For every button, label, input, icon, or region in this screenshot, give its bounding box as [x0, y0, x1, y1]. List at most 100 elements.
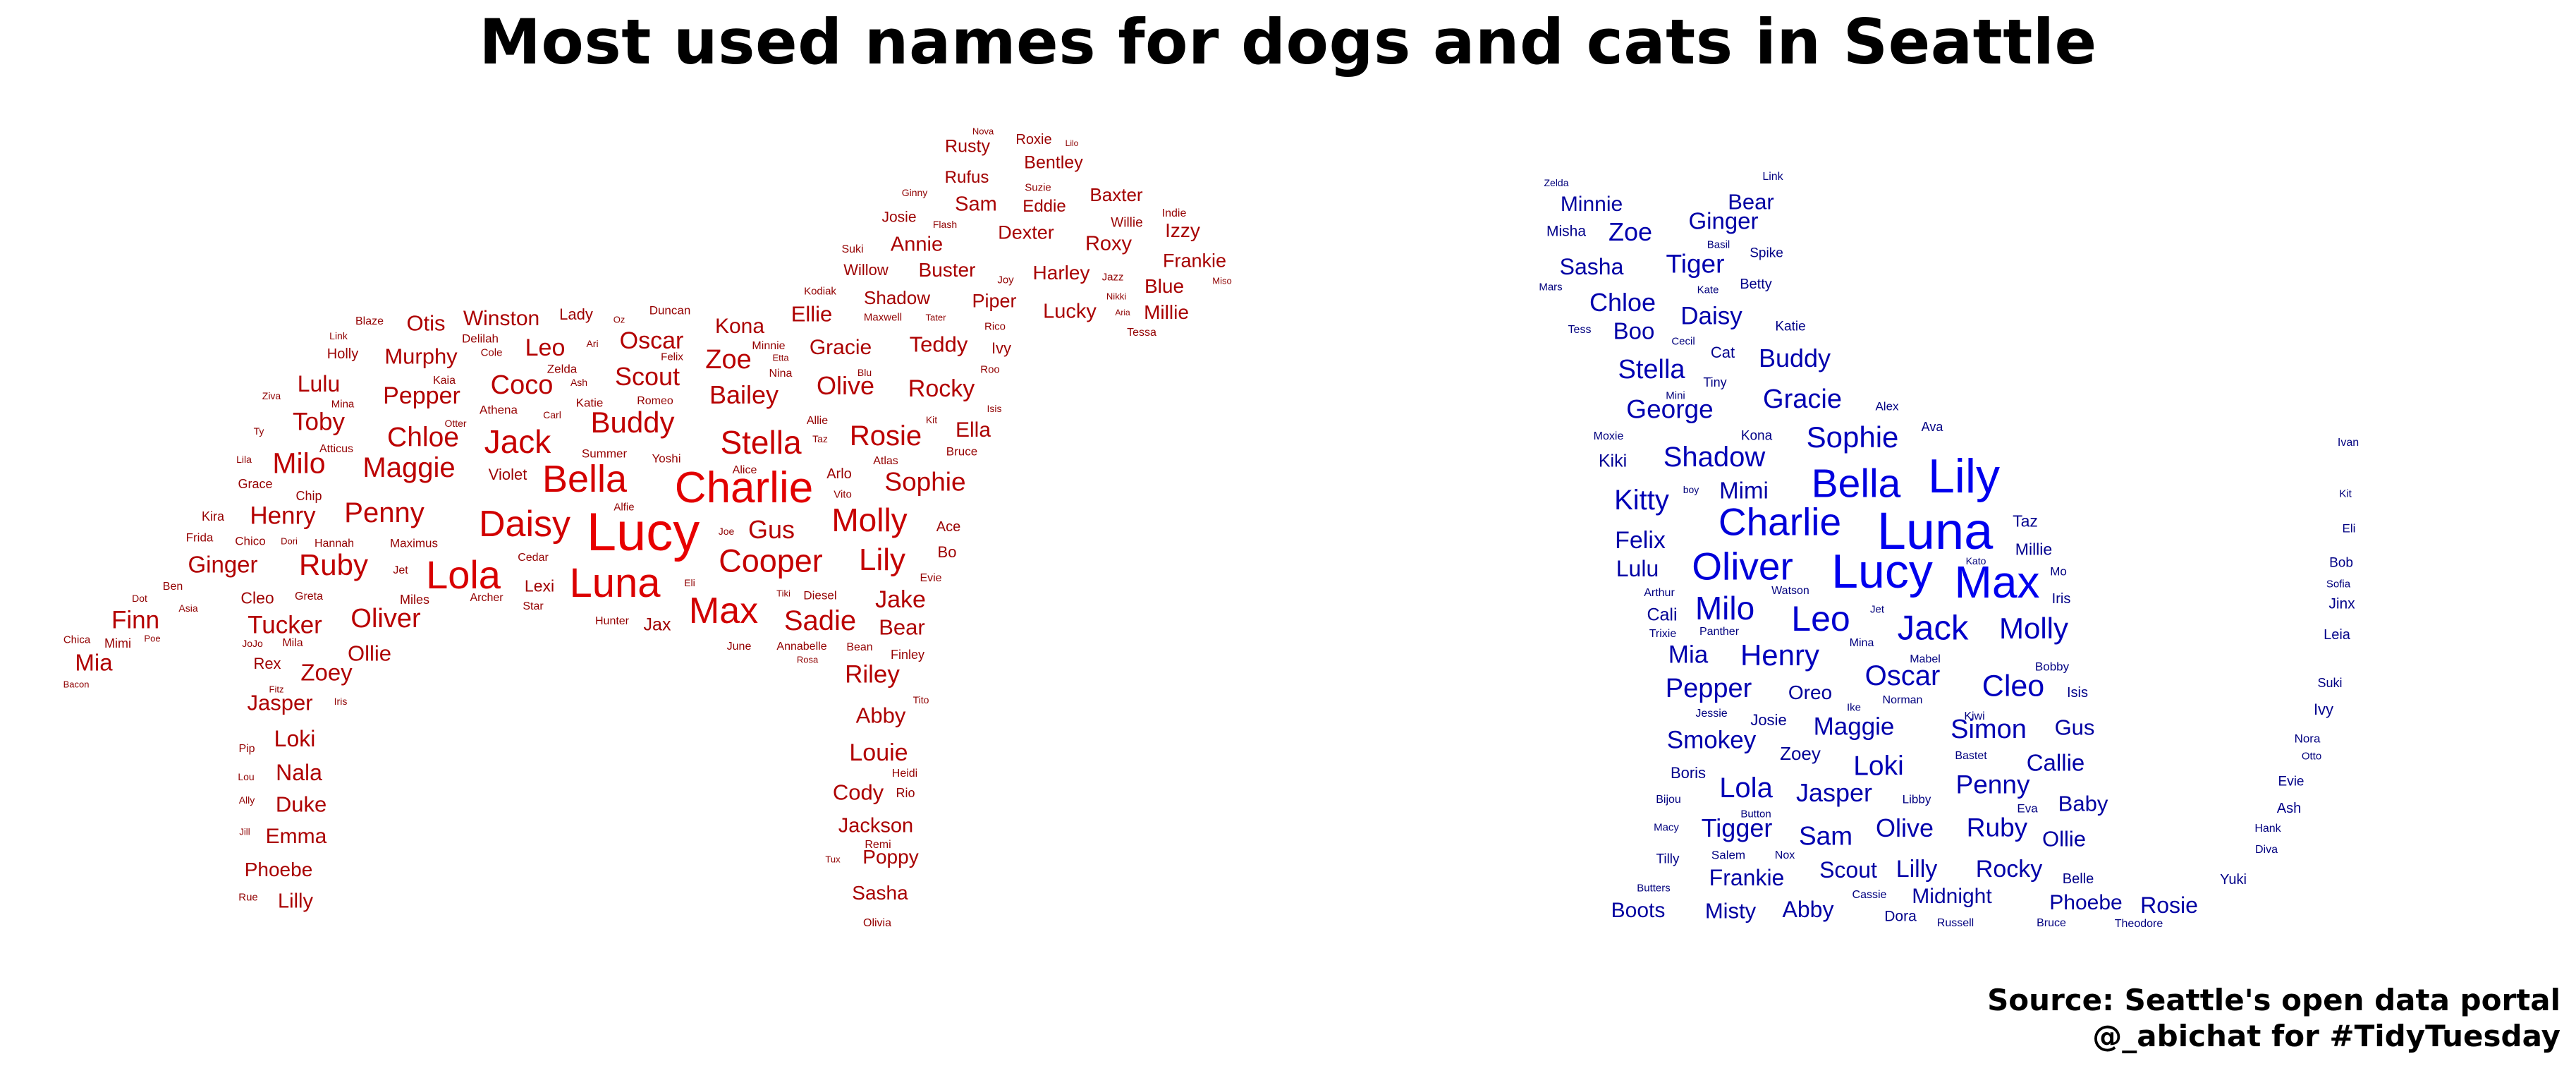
dog-word-louie: Louie	[849, 739, 908, 766]
dog-word-suzie: Suzie	[1025, 181, 1051, 194]
cat-word-penny: Penny	[1955, 770, 2030, 799]
cat-word-trixie: Trixie	[1649, 628, 1677, 640]
cat-word-chloe: Chloe	[1589, 288, 1656, 317]
dog-word-lila: Lila	[236, 454, 252, 465]
cat-word-cecil: Cecil	[1671, 335, 1695, 348]
dog-word-oz: Oz	[613, 314, 625, 325]
cat-word-jasper: Jasper	[1795, 778, 1873, 807]
cat-word-oscar: Oscar	[1864, 660, 1941, 691]
dog-word-tito: Tito	[912, 694, 929, 705]
dog-word-nina: Nina	[769, 368, 793, 380]
dog-word-murphy: Murphy	[384, 344, 458, 369]
cat-word-cassie: Cassie	[1852, 889, 1887, 901]
cat-word-bear: Bear	[1728, 189, 1774, 214]
dog-word-josie: Josie	[881, 209, 917, 226]
cat-word-dora: Dora	[1884, 908, 1917, 925]
cat-word-tiger: Tiger	[1666, 249, 1725, 279]
cat-word-kit: Kit	[2339, 487, 2352, 500]
dog-word-zoey: Zoey	[300, 659, 353, 686]
dog-word-zoe: Zoe	[705, 345, 752, 375]
dog-word-tux: Tux	[825, 854, 841, 865]
cat-word-bastet: Bastet	[1955, 750, 1987, 762]
cat-word-cleo: Cleo	[1982, 669, 2045, 703]
dog-word-maximus: Maximus	[389, 536, 439, 550]
cat-word-lucy: Lucy	[1831, 545, 1933, 598]
cat-word-belle: Belle	[2062, 871, 2094, 887]
cat-word-iris: Iris	[2051, 591, 2071, 607]
cat-word-tilly: Tilly	[1656, 852, 1680, 867]
dog-word-penny: Penny	[344, 497, 425, 528]
dog-word-bean: Bean	[846, 641, 873, 653]
cat-word-mo: Mo	[2050, 564, 2067, 579]
dog-word-coco: Coco	[490, 370, 554, 400]
dog-word-chico: Chico	[235, 534, 266, 548]
dog-word-hannah: Hannah	[314, 538, 355, 550]
dog-word-lucy: Lucy	[586, 502, 700, 562]
cat-word-tess: Tess	[1568, 324, 1592, 336]
dog-word-ginny: Ginny	[901, 187, 928, 198]
page-title: Most used names for dogs and cats in Sea…	[479, 6, 2097, 78]
dog-word-duncan: Duncan	[649, 303, 691, 317]
cat-word-lilly: Lilly	[1896, 856, 1938, 883]
dog-word-lilly: Lilly	[278, 890, 313, 913]
cat-word-hank: Hank	[2254, 823, 2281, 835]
dog-word-bacon: Bacon	[63, 679, 90, 690]
cat-word-mars: Mars	[1539, 281, 1563, 293]
dog-word-lou: Lou	[238, 771, 255, 782]
dog-word-mimi: Mimi	[104, 636, 131, 650]
dog-word-atticus: Atticus	[319, 443, 354, 455]
dog-word-miles: Miles	[399, 593, 430, 607]
dog-word-henry: Henry	[250, 502, 316, 530]
dog-word-delilah: Delilah	[462, 332, 499, 346]
dog-word-rufus: Rufus	[944, 168, 989, 187]
cat-word-ava: Ava	[1921, 420, 1943, 434]
cat-word-bob: Bob	[2329, 555, 2353, 571]
dog-word-lilo: Lilo	[1065, 138, 1079, 148]
cat-word-zoe: Zoe	[1608, 217, 1653, 246]
cat-word-otto: Otto	[2301, 750, 2322, 763]
cat-word-russell: Russell	[1936, 917, 1974, 929]
cat-word-kitty: Kitty	[1614, 485, 1669, 516]
cat-word-henry: Henry	[1740, 638, 1820, 672]
cat-word-misty: Misty	[1704, 898, 1757, 923]
dog-word-olive: Olive	[816, 371, 875, 400]
cat-word-kato: Kato	[1965, 555, 1986, 567]
dog-word-jazz: Jazz	[1101, 271, 1124, 284]
dog-word-milo: Milo	[272, 447, 326, 480]
dog-word-tater: Tater	[925, 312, 946, 323]
dog-word-roxy: Roxy	[1085, 232, 1133, 255]
dog-word-minnie: Minnie	[752, 340, 786, 352]
dog-word-lady: Lady	[559, 305, 593, 323]
cat-word-minnie: Minnie	[1560, 193, 1623, 216]
dog-word-teddy: Teddy	[909, 332, 968, 357]
dog-word-phoebe: Phoebe	[244, 859, 313, 880]
dog-word-oliver: Oliver	[350, 604, 421, 634]
dog-word-duke: Duke	[275, 792, 327, 817]
dog-word-kodiak: Kodiak	[804, 285, 836, 298]
dog-word-roo: Roo	[980, 363, 1000, 376]
dog-word-frankie: Frankie	[1162, 250, 1227, 272]
cat-word-rocky: Rocky	[1975, 856, 2043, 883]
dog-word-ivy: Ivy	[991, 339, 1012, 357]
dog-word-buster: Buster	[918, 259, 976, 281]
dog-word-loki: Loki	[274, 726, 316, 751]
cat-word-cali: Cali	[1647, 605, 1678, 625]
cat-word-salem: Salem	[1711, 848, 1746, 862]
dog-word-tucker: Tucker	[248, 611, 322, 639]
cat-word-eli: Eli	[2342, 521, 2356, 535]
dog-word-riley: Riley	[845, 660, 900, 689]
dog-word-willow: Willow	[843, 261, 889, 279]
dog-word-link: Link	[329, 330, 348, 341]
dog-word-kit: Kit	[925, 414, 938, 425]
cat-word-tigger: Tigger	[1701, 813, 1773, 842]
dog-word-scout: Scout	[614, 362, 680, 391]
dog-word-tiki: Tiki	[776, 588, 790, 599]
cat-word-tiny: Tiny	[1703, 375, 1727, 389]
dog-word-ella: Ella	[955, 418, 991, 442]
cat-word-gracie: Gracie	[1763, 384, 1842, 414]
dog-word-ziva: Ziva	[262, 390, 281, 401]
cat-word-leo: Leo	[1791, 599, 1850, 638]
cat-word-watson: Watson	[1771, 585, 1809, 597]
dog-word-dexter: Dexter	[998, 222, 1054, 243]
